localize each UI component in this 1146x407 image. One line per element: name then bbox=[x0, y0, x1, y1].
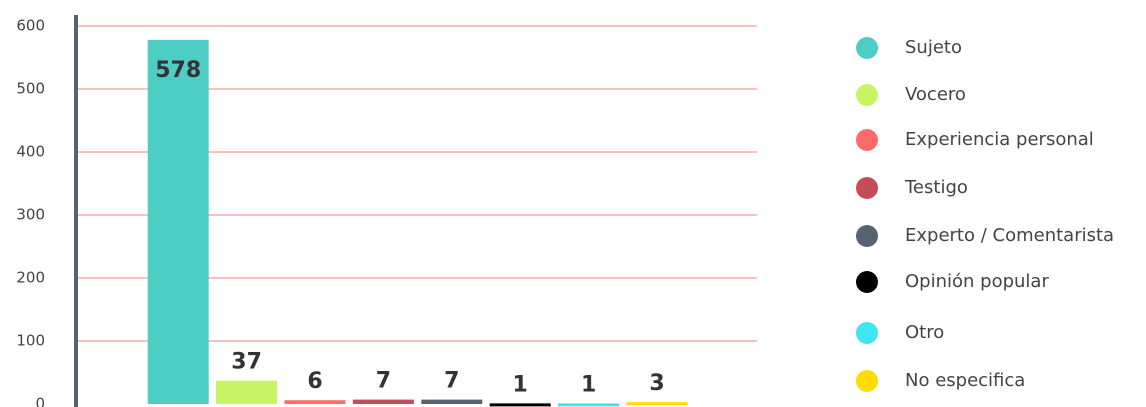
legend-label: No especifica bbox=[905, 370, 1025, 391]
bar bbox=[421, 399, 483, 404]
y-tick-label: 100 bbox=[16, 332, 45, 350]
y-tick-label: 400 bbox=[16, 143, 45, 161]
data-label: 3 bbox=[649, 371, 664, 396]
bar bbox=[284, 400, 346, 404]
data-label: 7 bbox=[444, 369, 459, 394]
data-label: 7 bbox=[376, 369, 391, 394]
legend-label: Opinión popular bbox=[905, 271, 1049, 292]
bar bbox=[489, 403, 551, 407]
y-tick-label: 200 bbox=[16, 269, 45, 287]
bar bbox=[216, 380, 278, 404]
legend-marker bbox=[856, 37, 878, 59]
bar bbox=[558, 403, 620, 407]
y-tick-label: 0 bbox=[35, 395, 45, 407]
bar bbox=[147, 39, 209, 405]
bar bbox=[626, 402, 688, 406]
legend-marker bbox=[856, 84, 878, 106]
bar bbox=[352, 399, 414, 404]
legend-marker bbox=[856, 322, 878, 344]
legend-marker bbox=[856, 225, 878, 247]
legend-label: Testigo bbox=[904, 177, 968, 198]
y-tick-label: 600 bbox=[16, 17, 45, 35]
y-tick-label: 500 bbox=[16, 80, 45, 98]
legend-marker bbox=[856, 177, 878, 199]
data-label: 6 bbox=[307, 369, 322, 394]
legend-marker bbox=[856, 271, 878, 293]
legend-label: Vocero bbox=[905, 84, 966, 105]
data-label: 578 bbox=[155, 58, 201, 83]
legend-label: Sujeto bbox=[905, 37, 962, 58]
legend-marker bbox=[856, 129, 878, 151]
legend-label: Otro bbox=[905, 322, 944, 343]
y-tick-label: 300 bbox=[16, 206, 45, 224]
legend-marker bbox=[856, 370, 878, 392]
data-label: 1 bbox=[513, 372, 528, 397]
data-label: 37 bbox=[231, 350, 262, 375]
legend-label: Experiencia personal bbox=[905, 129, 1094, 150]
data-label: 1 bbox=[581, 372, 596, 397]
legend-label: Experto / Comentarista bbox=[905, 225, 1114, 246]
